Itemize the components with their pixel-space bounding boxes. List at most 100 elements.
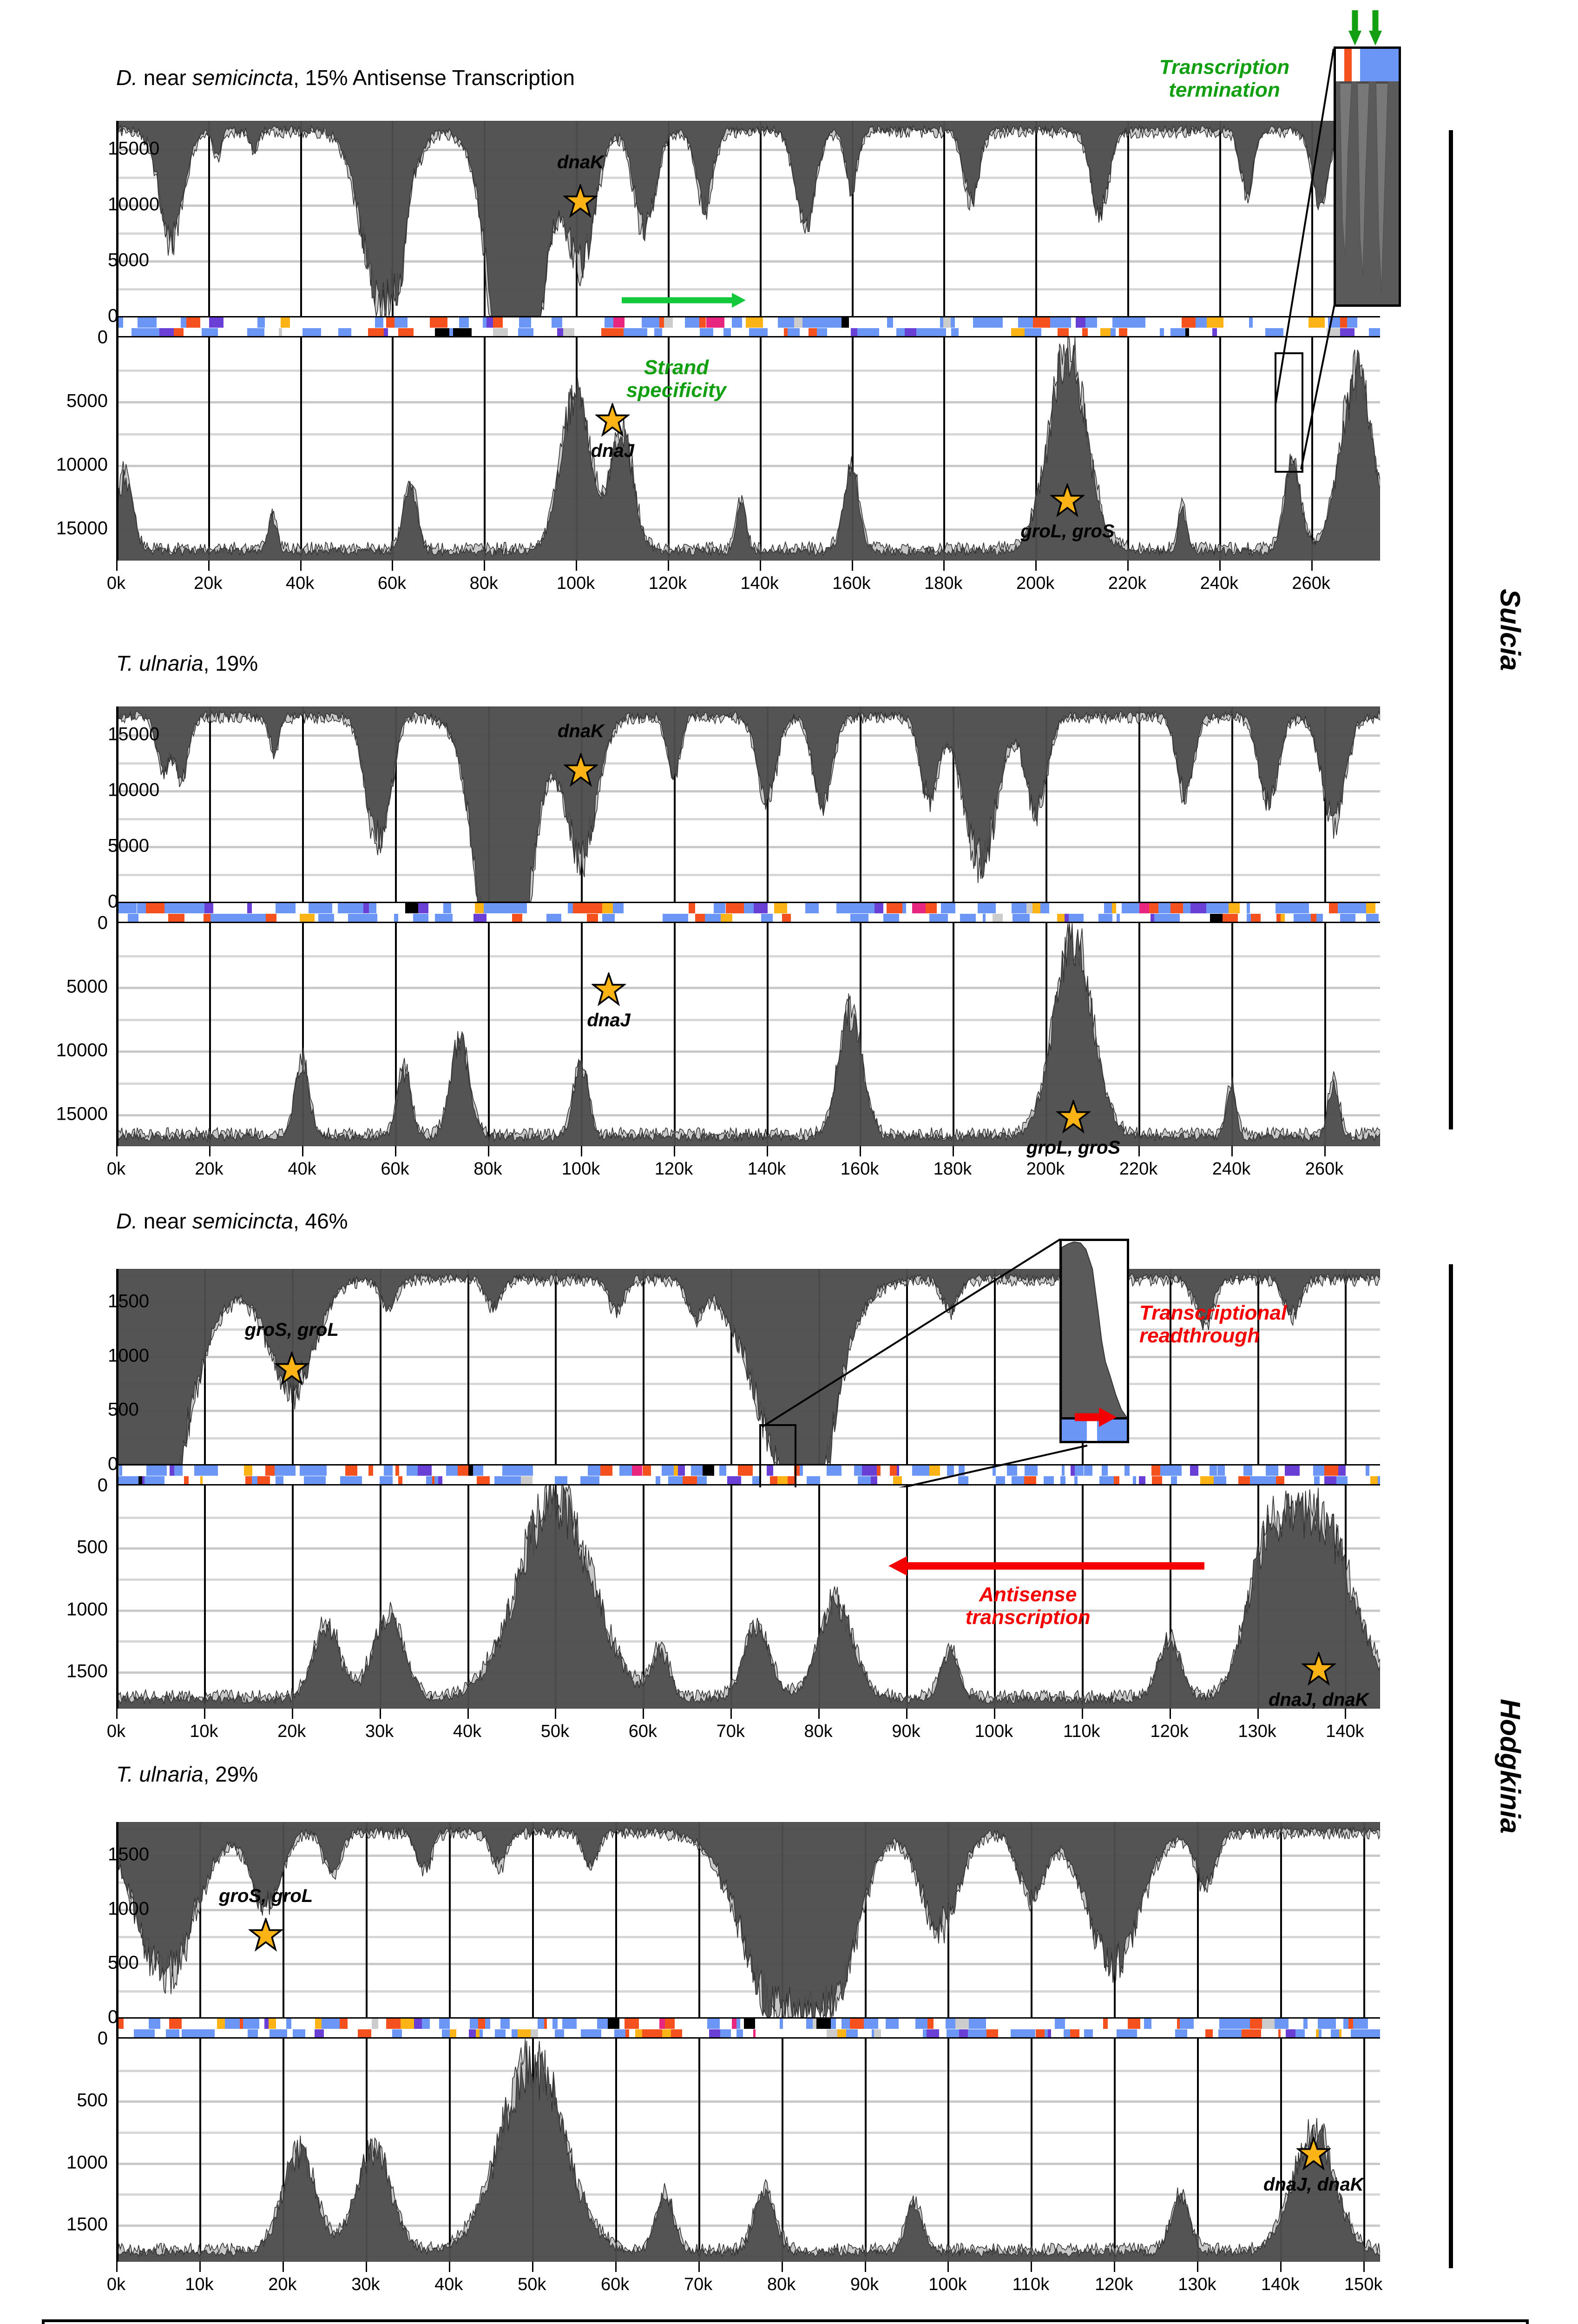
gene-segment [1295,2029,1305,2037]
gene-marker-label: dnaK [558,720,604,741]
x-axis-tick [467,1709,469,1719]
gene-segment [1100,328,1111,336]
gene-segment [1340,328,1354,336]
gene-segment [709,2029,720,2037]
gridline-vertical [953,706,954,1146]
gene-segment [794,317,803,328]
gene-segment [1121,2019,1128,2029]
gene-segment [642,1466,649,1476]
gene-segment [1229,2029,1242,2037]
gene-segment [147,2029,155,2037]
gene-segment [1162,1476,1171,1484]
gene-segment [329,2019,340,2029]
gene-segment [691,1466,703,1476]
transcriptional-readthrough-annotation: Transcriptional readthrough [1139,1301,1287,1347]
gene-segment [174,1466,183,1476]
gene-segment [767,1466,773,1476]
gene-segment [303,1476,310,1484]
gene-segment [518,328,523,336]
x-axis-tick-label: 160k [840,1159,879,1179]
gene-segment [1224,1466,1233,1476]
gridline-horizontal [116,1410,1380,1413]
gene-segment [340,2019,348,2029]
group-label-sulcia: Sulcia [1494,588,1526,671]
gridline-horizontal-minor [116,1990,1380,1993]
gene-segment [940,903,955,913]
gene-segment [1190,903,1207,913]
x-axis-tick-label: 100k [974,1722,1013,1741]
gene-segment [468,1466,473,1476]
x-axis-tick [759,561,761,571]
x-axis-tick [555,1709,557,1719]
gene-segment [951,317,955,328]
gene-segment [414,328,423,336]
gridline-vertical [860,706,861,1146]
transcription-termination-annotation: Transcription termination [1159,56,1290,102]
x-axis-tick-label: 0k [106,1722,126,1741]
gene-segment [483,903,498,913]
x-axis-tick-label: 20k [194,574,223,593]
gene-segment [849,2019,864,2029]
gene-segment [1099,1476,1114,1484]
gridline-vertical [204,1269,206,1709]
gene-segment [668,1476,683,1484]
gene-segment [929,328,946,336]
gene-segment [659,317,664,328]
gene-segment [392,2029,402,2037]
gene-segment [520,1476,533,1484]
gene-segment [905,328,916,336]
gene-segment [607,328,624,336]
gene-segment [672,317,685,328]
gene-segment [652,2029,662,2037]
gene-segment [986,914,993,922]
gene-segment [200,1476,203,1484]
x-axis-tick-label: 260k [1292,574,1330,593]
gene-segment [1075,317,1085,328]
gene-segment [204,914,210,922]
panel-hodg-tuln: T. ulnaria, 29%0500100015000500100015000… [66,1762,1383,2294]
gene-segment [1370,2029,1380,2037]
gridline-horizontal [116,1114,1380,1117]
gene-marker-star [592,972,626,1007]
x-axis-tick [116,2262,118,2272]
gene-segment [699,317,706,328]
gene-segment [1327,1476,1336,1484]
gene-segment [1249,317,1253,328]
gene-segment [565,317,580,328]
gene-segment [470,2019,478,2029]
gene-segment [373,1466,384,1476]
gene-segment [1246,903,1250,913]
gene-segment [1285,2029,1296,2037]
gene-segment [590,1476,600,1484]
gene-segment [392,1466,395,1476]
x-axis-tick-label: 80k [804,1722,833,1741]
gene-segment [116,903,130,913]
gene-segment [1150,914,1155,922]
gene-segment [1213,2029,1219,2037]
gene-marker-star [595,403,630,437]
gene-segment [264,2019,269,2029]
x-axis-tick-label: 110k [1012,2275,1050,2294]
gene-segment [1223,328,1235,336]
gene-segment [753,2029,756,2037]
gene-segment [523,328,533,336]
group-label-hodgkinia: Hodgkinia [1494,1698,1526,1834]
gene-segment [993,914,1003,922]
gridline-vertical [864,1822,867,2262]
gene-segment [239,2019,243,2029]
gene-segment [1361,328,1369,336]
gene-segment [1138,1476,1145,1484]
x-axis-tick-label: 50k [540,1722,570,1741]
gene-segment [915,1466,929,1476]
gene-segment [1075,1466,1084,1476]
gene-segment [1068,914,1079,922]
gene-segment [580,2029,585,2037]
gene-segment [1360,49,1399,81]
gene-segment [613,317,625,328]
gene-segment [719,1466,726,1476]
gridline-horizontal [116,401,1380,404]
gridline-vertical [781,1822,783,2262]
x-axis-tick [698,2262,700,2272]
gene-segment [173,328,184,336]
gene-segment [276,903,282,913]
